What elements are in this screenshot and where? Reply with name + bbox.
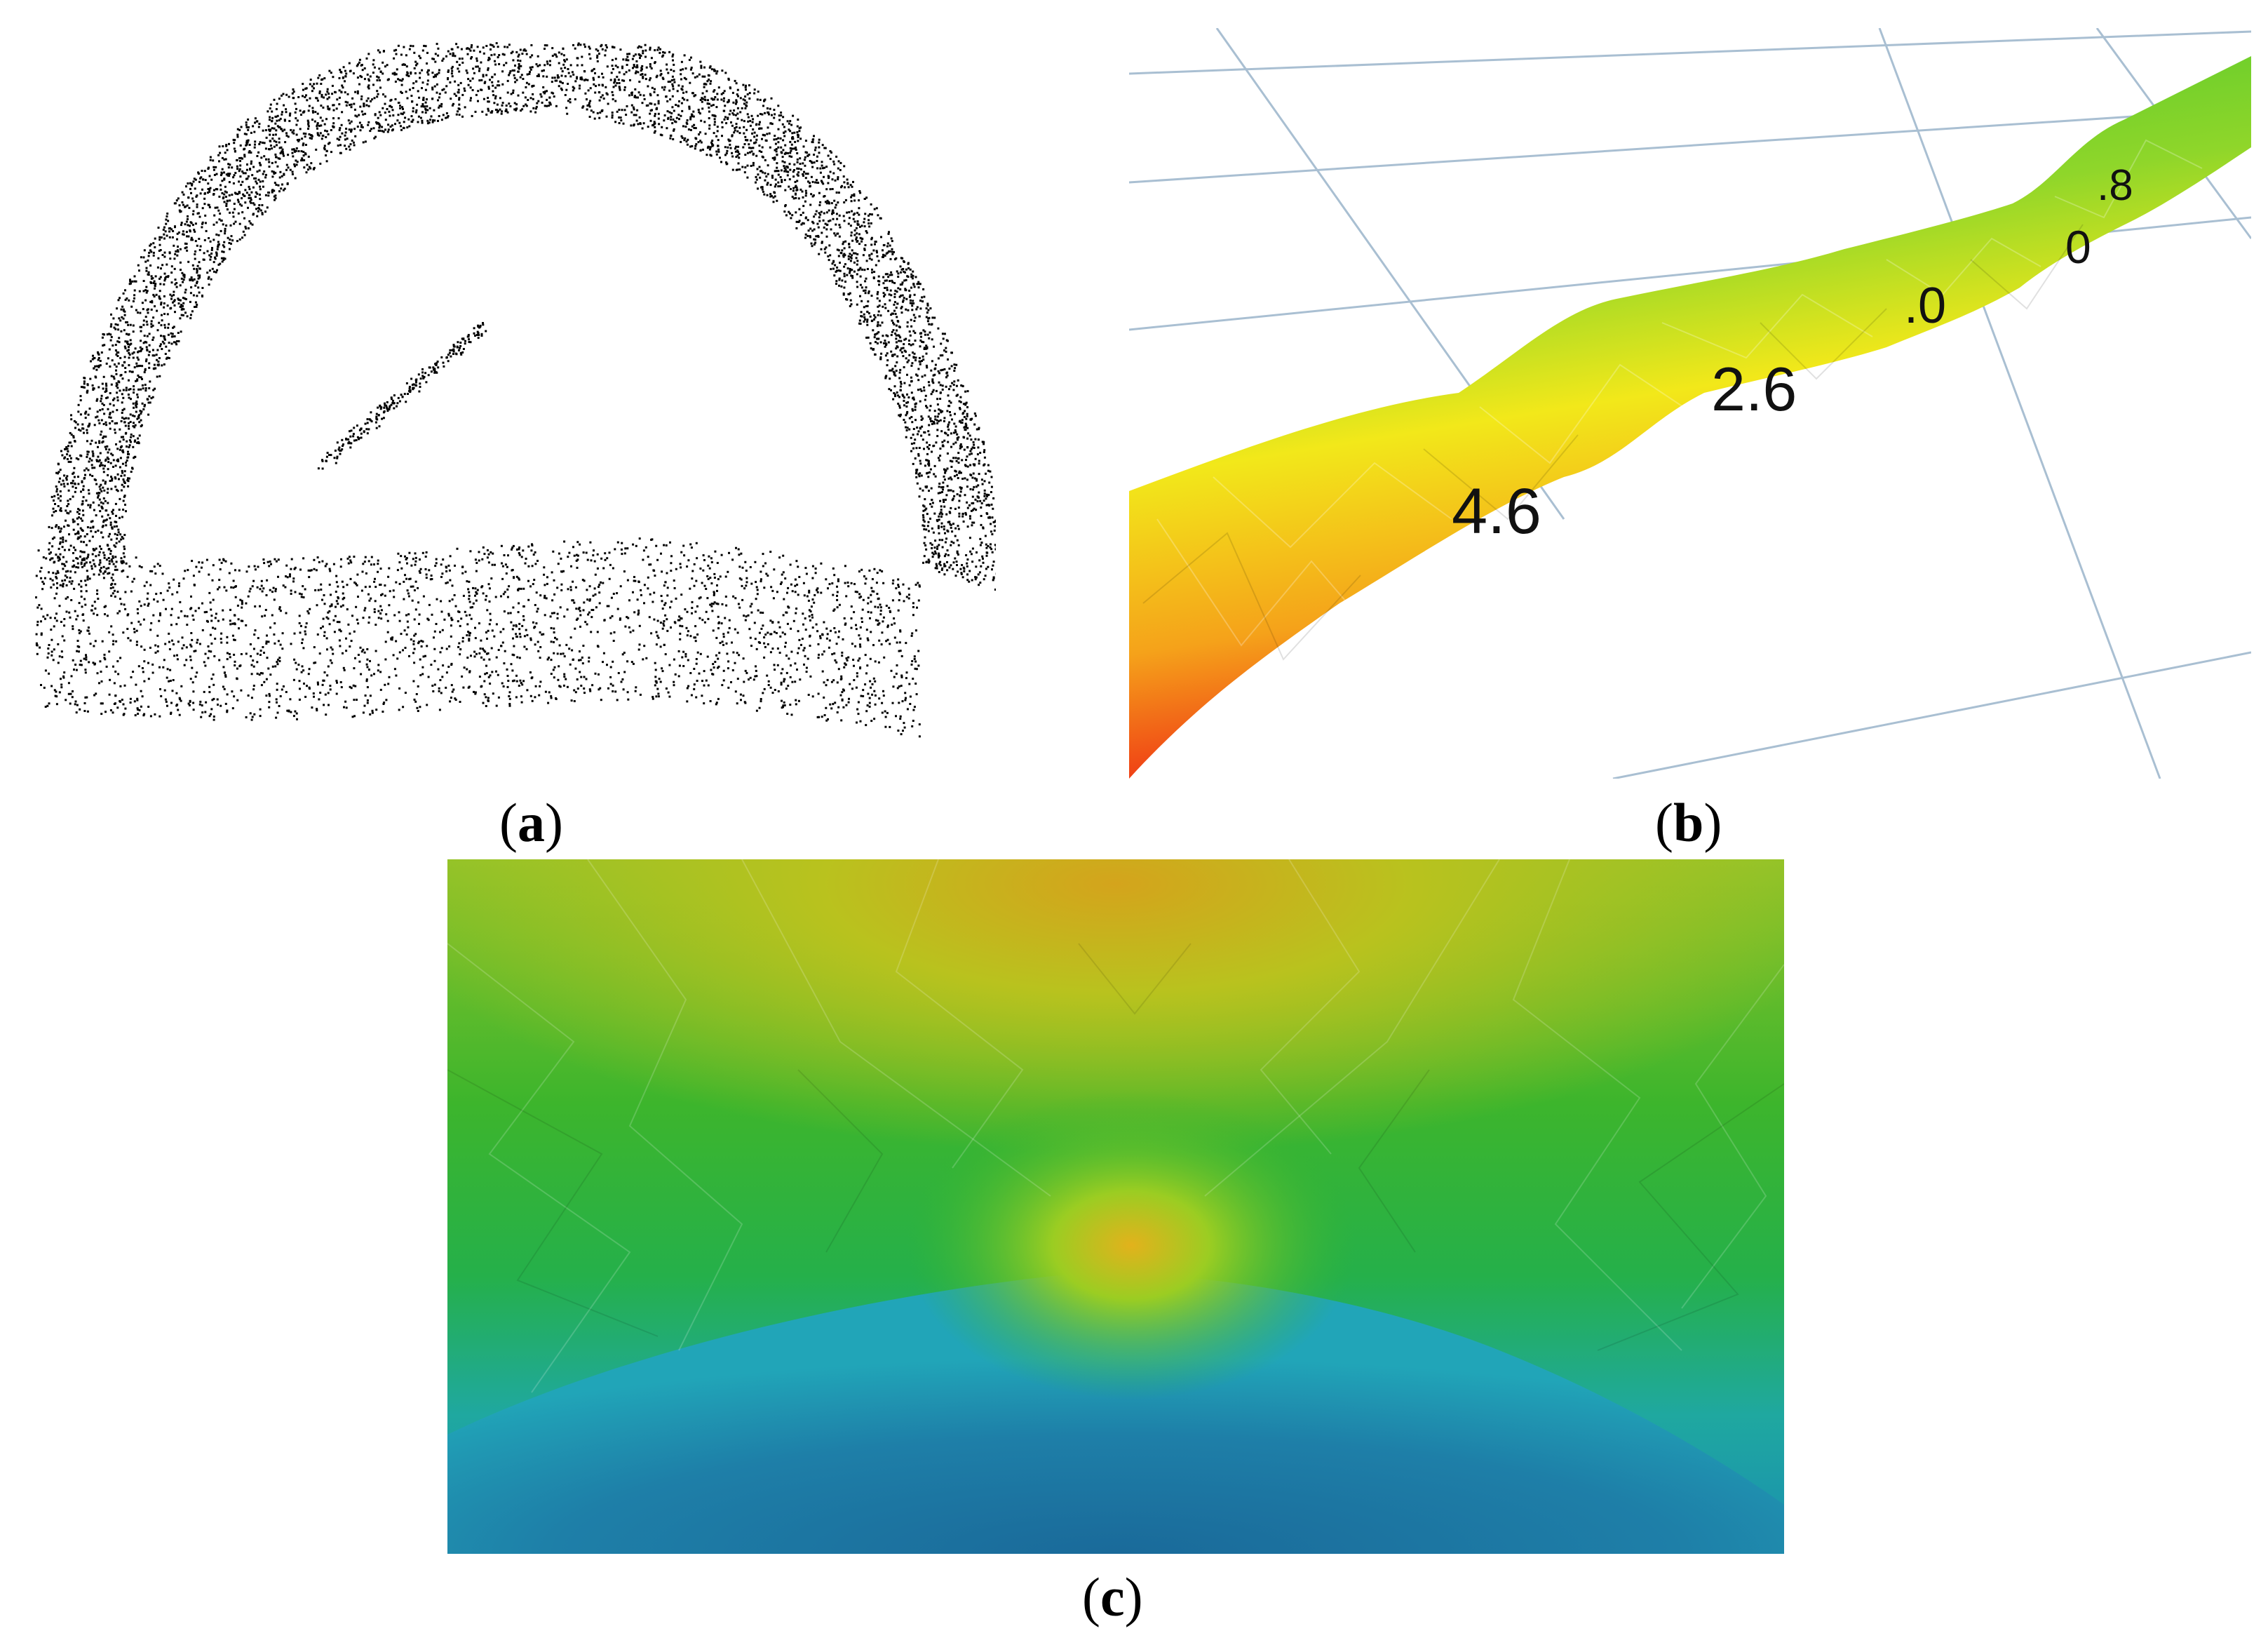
mesh-label-3: .0 [1904,278,1946,334]
mesh-label-4: 0 [2065,221,2091,273]
tunnel-interior-panel [447,859,1784,1554]
mesh-facets [1156,139,2203,660]
mesh-label-5: .8 [2097,161,2133,210]
grid-line [1129,30,2251,75]
grid-line [1612,651,2251,779]
caption-b: (b) [1655,792,1722,853]
caption-c-letter: c [1100,1566,1125,1627]
caption-a: (a) [499,792,563,853]
ground-grid [1129,28,2251,779]
tunnel-interior-view [447,859,1784,1554]
wall-facets [447,859,1784,1393]
tunnel-mesh-3d-panel: 4.6 2.6 .0 0 .8 [1129,28,2251,779]
caption-b-letter: b [1673,792,1704,853]
grid-line [1878,28,2161,779]
wall-facets-dark [447,943,1784,1351]
mesh-label-1: 4.6 [1452,476,1541,547]
tunnel-vanishing-point [907,1091,1356,1399]
caption-a-letter: a [517,792,545,853]
caption-c: (c) [1082,1566,1143,1627]
mesh-facets-dark [1142,224,2084,661]
tunnel-floor [447,1273,1784,1554]
tunnel-mesh-3d-view: 4.6 2.6 .0 0 .8 [1129,28,2251,779]
tunnel-mesh-body [1129,56,2251,779]
point-cloud-plot [35,42,996,738]
point-cloud-points [35,42,996,738]
point-cloud-panel [21,28,996,765]
mesh-label-2: 2.6 [1711,354,1797,424]
